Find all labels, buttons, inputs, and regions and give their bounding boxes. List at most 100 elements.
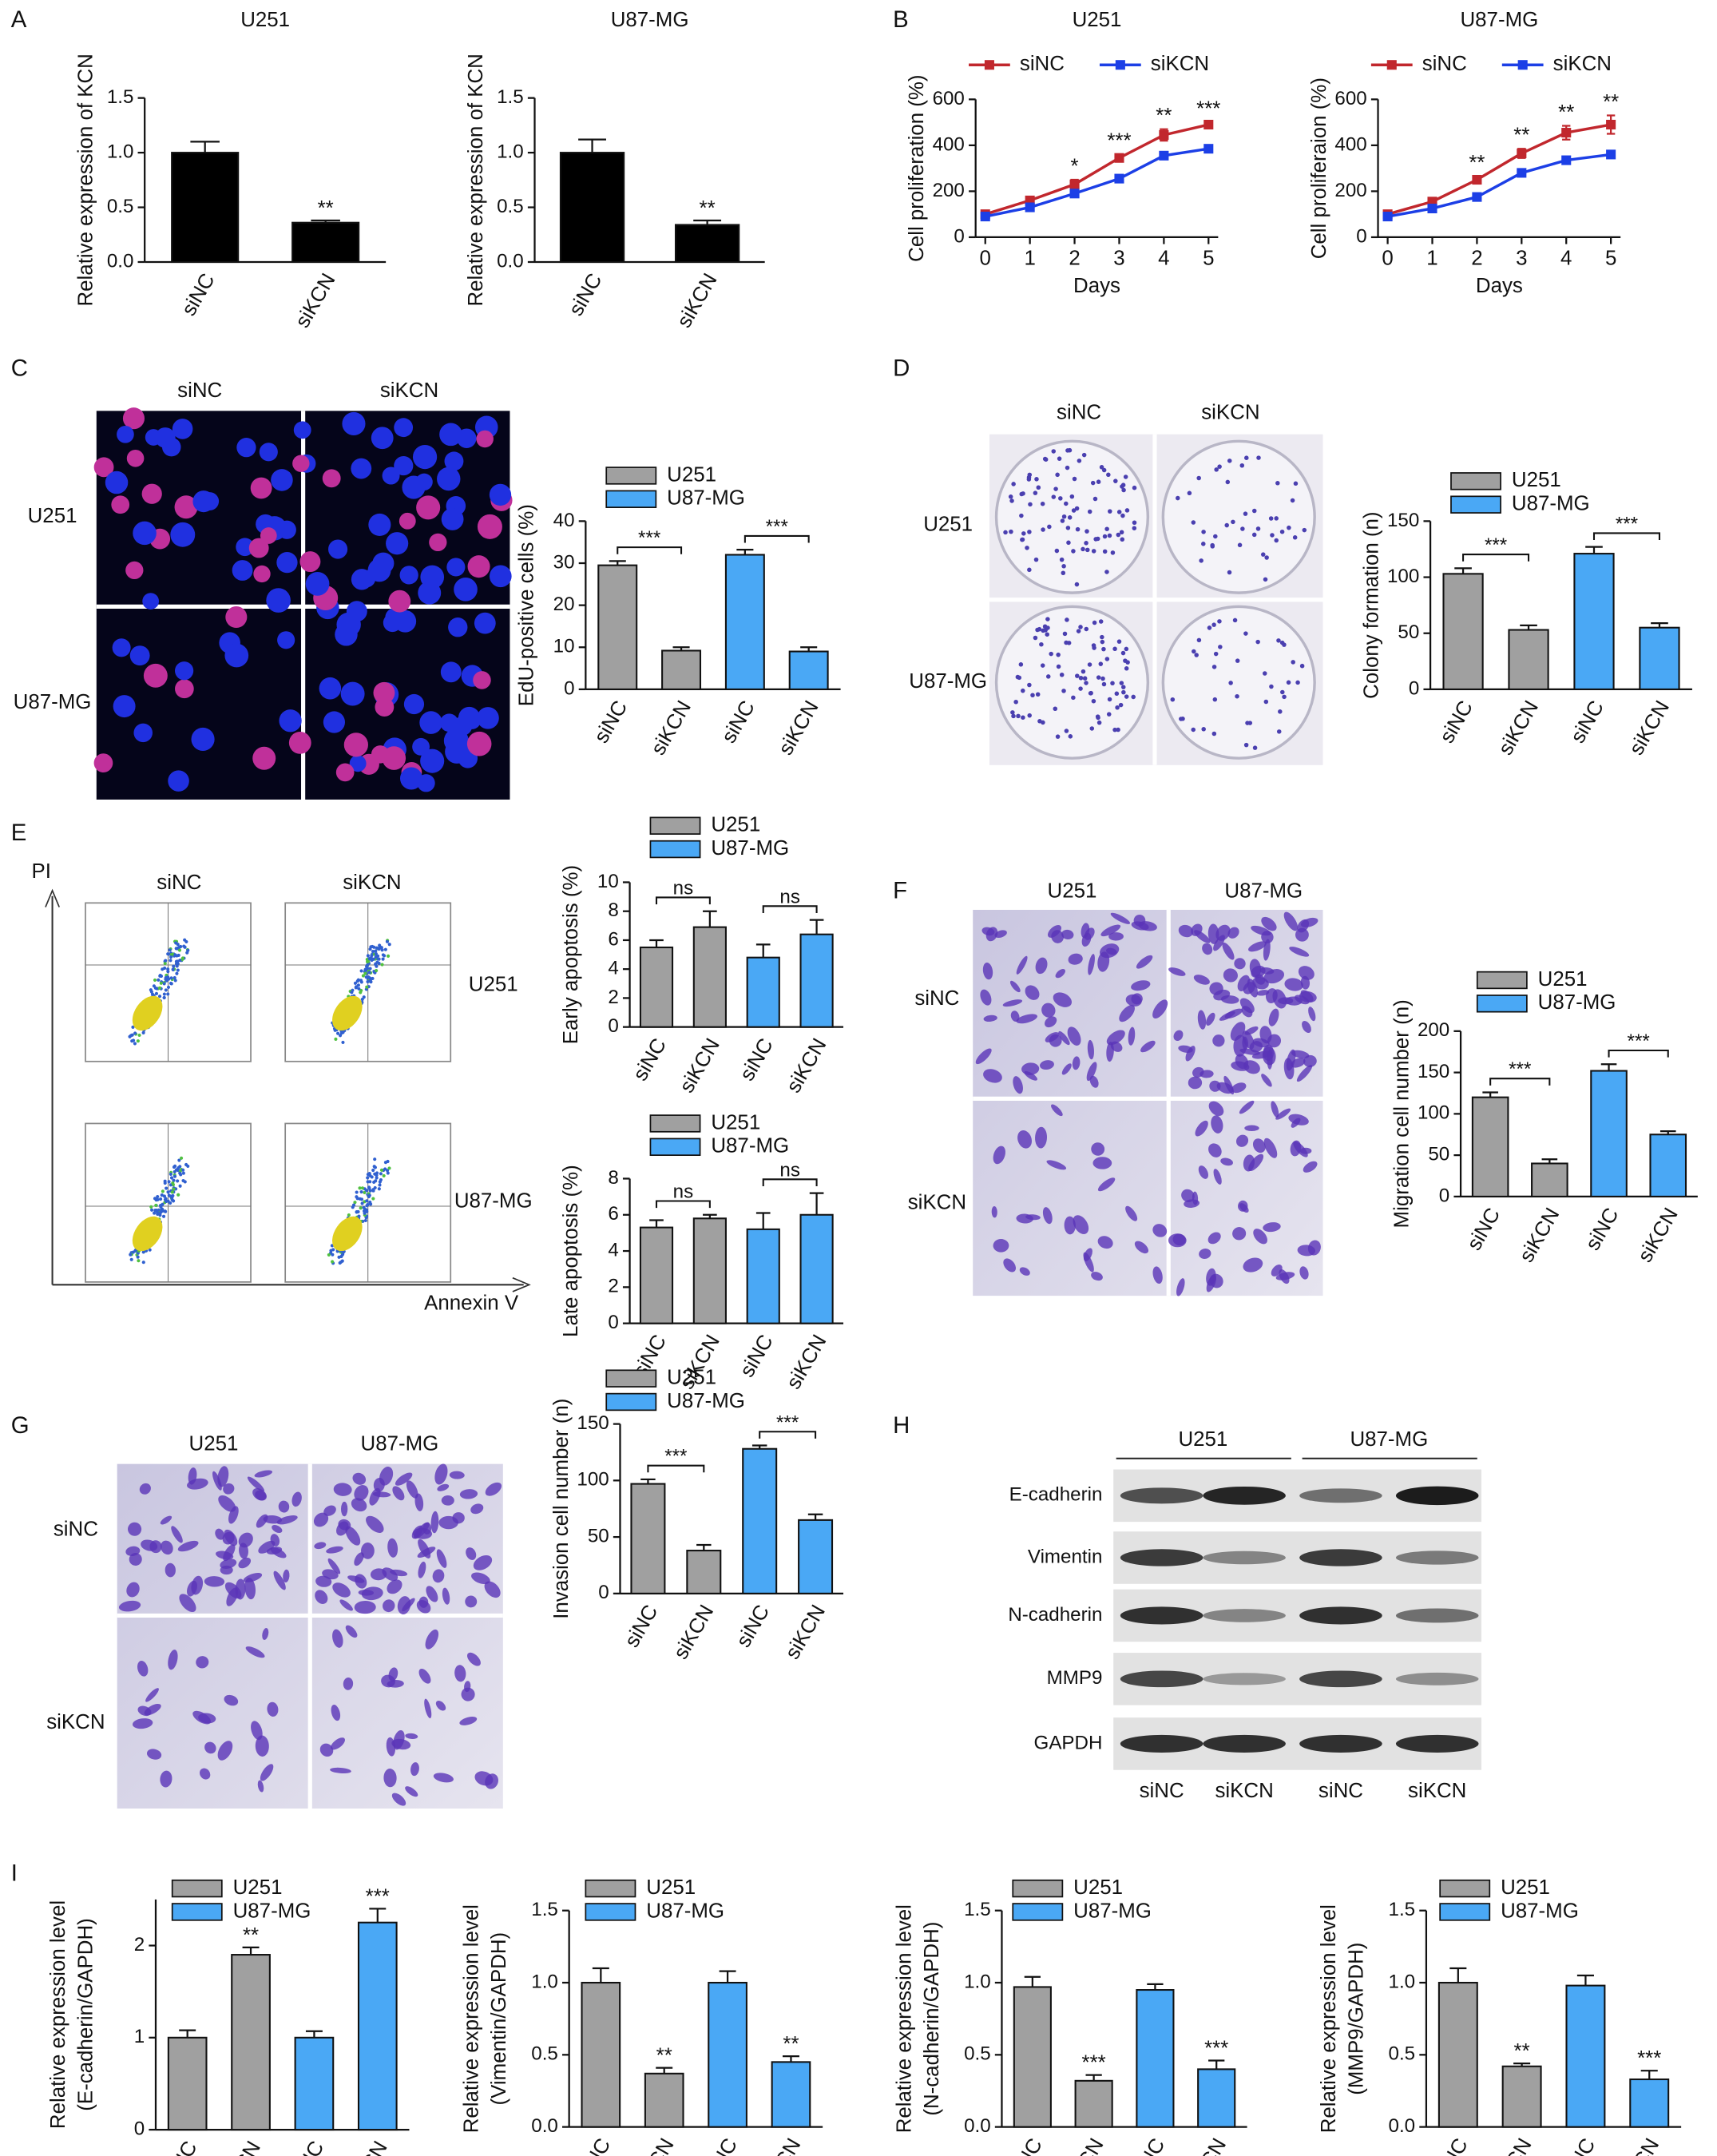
panel-label: D [893, 355, 910, 381]
event [166, 952, 170, 956]
bar [1531, 1162, 1568, 1197]
stained-cell [1106, 1030, 1125, 1046]
stained-cell [1100, 943, 1120, 959]
event [357, 1214, 361, 1218]
y-axis-label: Colony formation (n) [1360, 511, 1382, 698]
stained-cell [245, 1646, 265, 1658]
stained-cell [471, 1572, 490, 1585]
event [381, 957, 385, 961]
stained-cell [1248, 1153, 1264, 1172]
stained-cell [1172, 1233, 1186, 1246]
y-tick-label: 0.5 [531, 2043, 558, 2065]
y-tick-label: 4 [608, 1239, 618, 1261]
event [167, 1180, 171, 1184]
stained-cell [1209, 982, 1223, 995]
stained-cell [331, 1705, 341, 1721]
colony [1260, 552, 1266, 557]
colony [1116, 510, 1122, 514]
marker [1203, 119, 1214, 130]
cell [175, 679, 194, 699]
stained-cell [1286, 1049, 1296, 1071]
event [339, 1031, 343, 1035]
y-tick-label: 1.0 [1389, 1971, 1416, 1992]
x-tick-label: siKCN [1615, 2134, 1663, 2156]
colony [1058, 496, 1063, 501]
cell [437, 467, 461, 491]
stained-cell [1108, 932, 1124, 941]
y-tick-label: 1.5 [1389, 1899, 1416, 1920]
panel-label: H [893, 1412, 910, 1439]
event [180, 956, 185, 960]
y-tick-label: 150 [1387, 510, 1419, 531]
colony [1055, 472, 1060, 478]
bar [291, 221, 360, 264]
event [366, 1180, 370, 1184]
event [359, 969, 363, 973]
event [169, 959, 172, 963]
y-axis-label: (MMP9/GAPDH) [1345, 1943, 1367, 2095]
y-axis-label: Early apoptosis (%) [560, 865, 582, 1044]
legend-swatch [1450, 495, 1501, 514]
bar [1501, 2065, 1542, 2128]
event [171, 1181, 175, 1185]
stained-cell [228, 1506, 239, 1524]
significance: ** [1469, 152, 1485, 174]
colony [1244, 455, 1249, 460]
stained-cell [405, 1733, 418, 1740]
x-tick-label: siNC [736, 1331, 777, 1381]
colony [1075, 673, 1080, 678]
stained-cell [1237, 975, 1250, 991]
colony [1047, 524, 1052, 530]
event [335, 1031, 340, 1035]
event [347, 1213, 351, 1217]
stained-cell [354, 1485, 369, 1501]
colony [1067, 515, 1073, 520]
stained-cell [1125, 1205, 1138, 1221]
marker [1382, 212, 1393, 222]
x-tick-label: siKCN [673, 270, 722, 332]
colony [1276, 638, 1281, 643]
column-label: U87-MG [361, 1432, 439, 1455]
legend-swatch [605, 1369, 657, 1388]
event [176, 968, 180, 972]
x-axis-label: Days [1073, 275, 1120, 297]
cell [276, 552, 298, 574]
event [373, 1172, 377, 1176]
bar [1074, 2079, 1113, 2128]
stained-cell [1068, 953, 1083, 965]
cell [111, 495, 130, 514]
axis-label: Annexin V [424, 1292, 519, 1314]
event [386, 954, 391, 958]
band [1299, 1606, 1382, 1625]
colony [1019, 491, 1024, 497]
colony [1292, 535, 1298, 540]
colony [1255, 639, 1260, 645]
event [156, 1195, 160, 1199]
x-tick-label: siKCN [775, 697, 823, 760]
colony [1124, 666, 1129, 671]
bracket [617, 546, 683, 554]
row-label: U251 [28, 505, 77, 527]
stained-cell [258, 1540, 276, 1554]
bracket [1608, 1049, 1669, 1058]
significance: *** [366, 1885, 390, 1908]
bracket [1462, 554, 1530, 562]
stained-cell [1010, 1011, 1020, 1022]
colony [1243, 742, 1249, 748]
colony [1013, 699, 1018, 705]
event [360, 1186, 365, 1190]
legend-label: U87-MG [667, 1390, 745, 1412]
colony [1125, 660, 1130, 665]
colony [1099, 465, 1104, 470]
colony [1275, 481, 1280, 486]
cell [441, 508, 464, 530]
y-axis-label: EdU-positive cells (%) [516, 504, 538, 706]
bar [708, 1981, 747, 2128]
event [162, 992, 166, 996]
row-label: U251 [469, 974, 518, 996]
chart-title: U87-MG [1460, 9, 1538, 31]
stained-cell [410, 1762, 419, 1777]
colony [1180, 717, 1185, 721]
colony [1085, 529, 1089, 534]
event [173, 1164, 177, 1168]
